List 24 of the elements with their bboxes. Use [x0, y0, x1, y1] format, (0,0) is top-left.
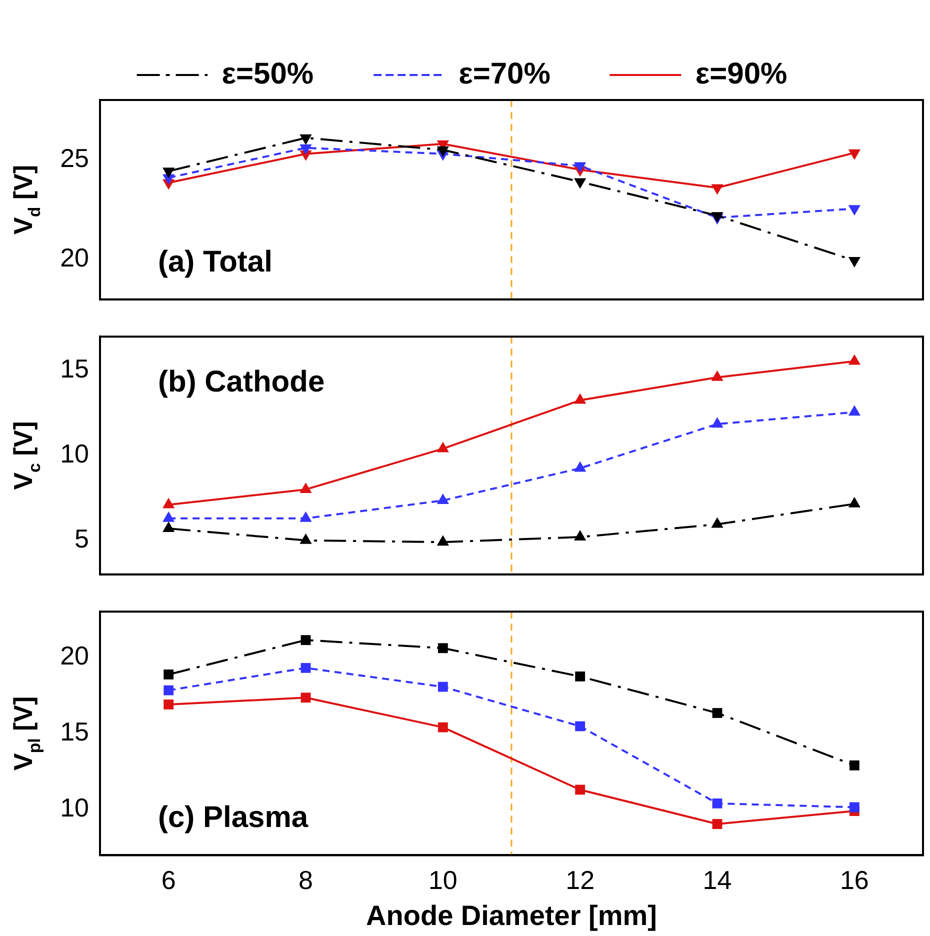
legend-label: ε=50% [222, 57, 314, 90]
annotation: (b) Cathode [158, 366, 325, 399]
x-tick-label: 16 [840, 864, 869, 895]
y-axis-title: Vpl [V] [8, 696, 44, 771]
x-tick-label: 10 [428, 864, 458, 895]
y-tick-label: 10 [60, 438, 89, 469]
x-tick-label: 8 [298, 864, 313, 895]
y-tick-label: 20 [60, 640, 89, 670]
x-tick-label: 14 [702, 864, 732, 895]
y-tick-label: 25 [60, 142, 89, 173]
y-axis-title: Vc [V] [8, 421, 44, 490]
x-tick-label: 6 [161, 864, 176, 895]
annotation: (c) Plasma [158, 801, 308, 834]
x-tick-label: 12 [566, 864, 595, 895]
y-tick-label: 10 [60, 792, 89, 823]
y-tick-label: 20 [60, 242, 89, 273]
y-tick-label: 5 [74, 524, 89, 554]
y-tick-label: 15 [60, 354, 89, 384]
y-axis-title: Vd [V] [8, 164, 44, 234]
legend-label: ε=70% [458, 57, 550, 90]
x-axis-title: Anode Diameter [mm] [366, 900, 657, 931]
y-tick-label: 15 [60, 716, 89, 747]
annotation: (a) Total [158, 245, 272, 278]
legend-label: ε=90% [695, 57, 788, 90]
